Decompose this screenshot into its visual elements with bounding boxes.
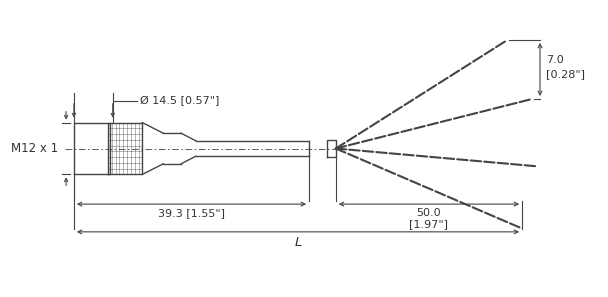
Text: M12 x 1: M12 x 1 (11, 142, 58, 155)
Text: L: L (294, 236, 302, 249)
Text: 7.0: 7.0 (546, 55, 564, 64)
Text: Ø 14.5 [0.57"]: Ø 14.5 [0.57"] (140, 96, 219, 106)
Text: [0.28"]: [0.28"] (546, 69, 585, 80)
Text: 39.3 [1.55"]: 39.3 [1.55"] (158, 208, 225, 218)
Text: [1.97"]: [1.97"] (409, 219, 449, 229)
Text: 50.0: 50.0 (416, 208, 441, 218)
